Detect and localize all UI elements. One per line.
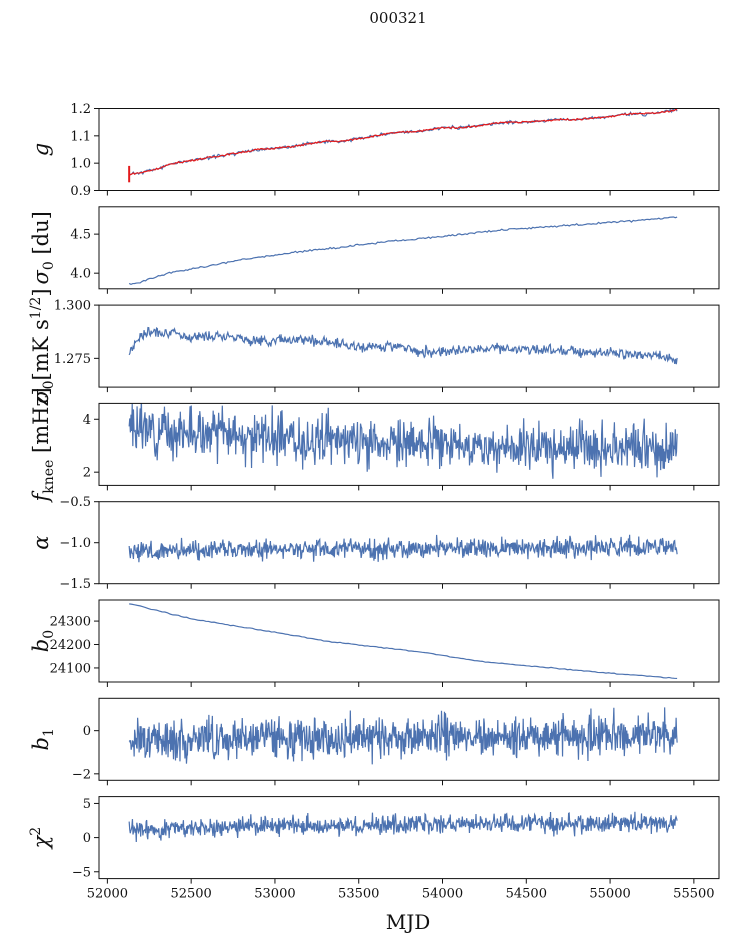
y-tick-label: 4.0 [70, 267, 91, 282]
error-band-line [128, 108, 678, 176]
plot-frame [98, 206, 720, 290]
panel-1: 0.9 1.0 1.1 1.2 g [29, 102, 720, 199]
y-axis-label: σ0[mK s1/2] [28, 288, 57, 403]
y-tick-label: 4.5 [70, 228, 91, 243]
x-tick-label: 52500 [170, 887, 211, 902]
y-tick-label: 24100 [50, 661, 91, 676]
y-tick-label: −1.5 [59, 577, 91, 592]
plot-frame [98, 697, 720, 781]
y-tick-label: 24300 [50, 615, 91, 630]
y-axis-label: b1 [29, 728, 57, 750]
panel-5: −1.5 −1.0 −0.5 α [29, 495, 720, 592]
y-tick-label: 1.2 [70, 102, 91, 117]
y-tick-label: 0.9 [70, 184, 91, 199]
series-line [128, 534, 678, 563]
plot-frame [98, 796, 720, 880]
y-tick-label: 2 [83, 466, 91, 481]
panel-8: −5 0 5 52000 52500 53000 53500 54000 54500 55000 5… [28, 796, 720, 902]
y-tick-label: 5 [83, 797, 91, 812]
y-axis-label: g [29, 143, 53, 156]
x-tick-label: 55000 [589, 887, 630, 902]
y-tick-label: 1.275 [54, 352, 91, 367]
y-tick-label: −0.5 [59, 495, 91, 510]
y-tick-label: −5 [72, 865, 91, 880]
x-tick-label: 53000 [254, 887, 295, 902]
y-tick-label: 0 [83, 724, 91, 739]
series-line [128, 811, 678, 842]
panel-4: 2 4 fknee [mHz] [29, 387, 720, 504]
x-tick-label: 54000 [422, 887, 463, 902]
x-tick-label: 52000 [87, 887, 128, 902]
series-line [129, 108, 678, 176]
y-tick-label: 24200 [50, 638, 91, 653]
y-tick-label: 4 [83, 413, 91, 428]
series-line [128, 326, 678, 365]
x-axis-label: MJD [386, 910, 431, 934]
y-axis-label: b0 [29, 630, 57, 652]
y-tick-label: 1.1 [70, 129, 91, 144]
plot-frame [98, 108, 720, 191]
x-tick-label: 54500 [506, 887, 547, 902]
panels: 0.9 1.0 1.1 1.2 g 4.0 4.5 σ0 [du] 1.275 1.300σ0[m… [28, 102, 720, 902]
y-axis-label: σ0 [du] [29, 211, 57, 284]
y-tick-label: −2 [72, 767, 91, 782]
figure-title: 000321 [369, 9, 426, 27]
plot-frame [98, 402, 720, 486]
series-line [128, 707, 678, 765]
y-tick-label: 1.300 [54, 299, 91, 314]
panel-2: 4.0 4.5 σ0 [du] [29, 206, 720, 294]
y-axis-label: χ2 [28, 827, 53, 851]
series-line [128, 403, 678, 479]
y-tick-label: 1.0 [70, 157, 91, 172]
y-axis-label: α [29, 536, 53, 550]
x-tick-label: 53500 [338, 887, 379, 902]
series-line [129, 603, 678, 680]
plot-frame [98, 304, 720, 388]
y-tick-label: 0 [83, 831, 91, 846]
plot-frame [98, 599, 720, 683]
series-line [128, 216, 678, 286]
y-tick-label: −1.0 [59, 536, 91, 551]
y-axis-label: fknee [mHz] [29, 387, 57, 503]
x-tick-label: 55500 [673, 887, 714, 902]
panel-7: −2 0 b1 [29, 697, 720, 786]
